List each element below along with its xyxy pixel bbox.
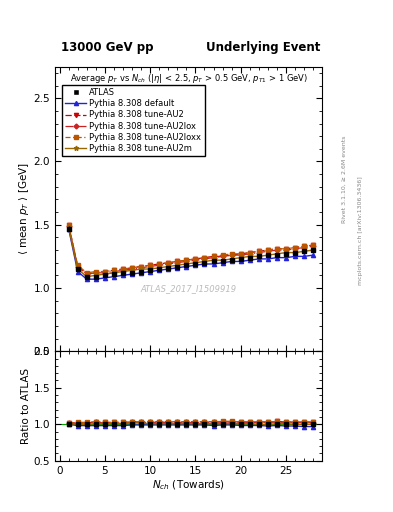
Text: mcplots.cern.ch [arXiv:1306.3436]: mcplots.cern.ch [arXiv:1306.3436] (358, 176, 363, 285)
Text: 13000 GeV pp: 13000 GeV pp (61, 41, 153, 54)
Text: ATLAS_2017_I1509919: ATLAS_2017_I1509919 (141, 284, 237, 293)
Y-axis label: Ratio to ATLAS: Ratio to ATLAS (21, 368, 31, 444)
Text: Underlying Event: Underlying Event (206, 41, 320, 54)
X-axis label: $N_{ch}$ (Towards): $N_{ch}$ (Towards) (152, 478, 225, 492)
Text: Rivet 3.1.10, ≥ 2.6M events: Rivet 3.1.10, ≥ 2.6M events (342, 136, 347, 223)
Legend: ATLAS, Pythia 8.308 default, Pythia 8.308 tune-AU2, Pythia 8.308 tune-AU2lox, Py: ATLAS, Pythia 8.308 default, Pythia 8.30… (62, 85, 205, 156)
Y-axis label: $\langle$ mean $p_T$ $\rangle$ [GeV]: $\langle$ mean $p_T$ $\rangle$ [GeV] (17, 162, 31, 255)
Text: Average $p_T$ vs $N_{ch}$ ($|\eta|$ < 2.5, $p_T$ > 0.5 GeV, $p_{T1}$ > 1 GeV): Average $p_T$ vs $N_{ch}$ ($|\eta|$ < 2.… (70, 72, 308, 86)
